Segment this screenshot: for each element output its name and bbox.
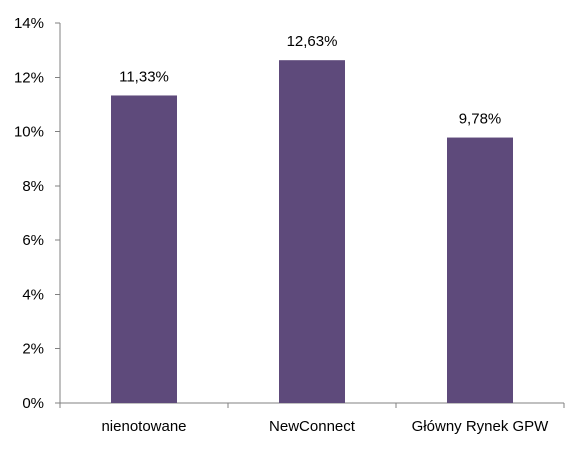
y-tick-label: 0% xyxy=(22,395,44,412)
y-tick-label: 10% xyxy=(14,124,44,141)
bar xyxy=(111,95,177,403)
y-tick-label: 2% xyxy=(22,341,44,358)
y-tick-label: 4% xyxy=(22,286,44,303)
bar xyxy=(447,137,513,404)
x-category-label: NewConnect xyxy=(269,418,356,435)
bar-data-label: 9,78% xyxy=(459,111,502,128)
data-labels: 11,33% 12,63% 9,78% xyxy=(119,33,501,127)
bar-data-label: 12,63% xyxy=(287,33,338,50)
y-tick-label: 8% xyxy=(22,178,44,195)
y-tick-label: 12% xyxy=(14,69,44,86)
bar xyxy=(279,60,345,403)
x-axis: nienotowane NewConnect Główny Rynek GPW xyxy=(59,402,565,435)
x-category-label: nienotowane xyxy=(101,418,186,435)
y-tick-label: 6% xyxy=(22,232,44,249)
y-tick-label: 14% xyxy=(14,15,44,32)
y-axis: 0% 2% 4% 6% 8% 10% 12% 14% xyxy=(14,15,61,412)
bar-data-label: 11,33% xyxy=(119,68,169,85)
bars xyxy=(111,60,513,404)
x-category-label: Główny Rynek GPW xyxy=(412,418,550,435)
